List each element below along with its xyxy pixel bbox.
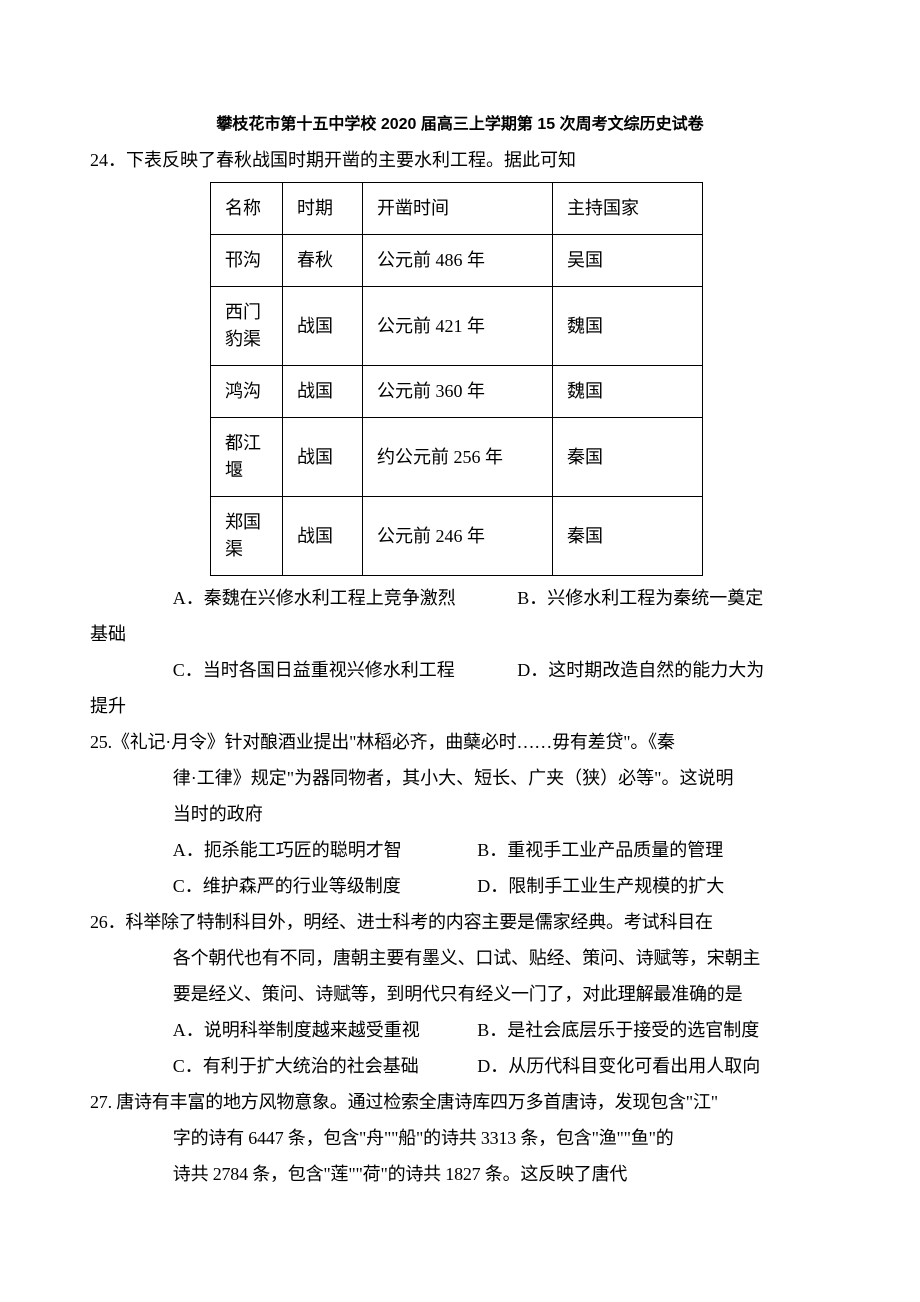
q25-opt-d: D．限制手工业生产规模的扩大	[477, 868, 724, 904]
q24-stem: 24．下表反映了春秋战国时期开凿的主要水利工程。据此可知	[90, 142, 830, 178]
q24-opt-b: B．兴修水利工程为秦统一奠定	[517, 580, 763, 616]
q24-opt-b-tail: 基础	[90, 616, 830, 652]
q27-line2: 字的诗有 6447 条，包含"舟""船"的诗共 3313 条，包含"渔""鱼"的	[90, 1120, 830, 1156]
table-row: 名称 时期 开凿时间 主持国家	[211, 183, 703, 235]
q24-options-ab: A．秦魏在兴修水利工程上竞争激烈 B．兴修水利工程为秦统一奠定	[90, 580, 830, 616]
q26-opt-b: B．是社会底层乐于接受的选官制度	[477, 1012, 759, 1048]
cell: 吴国	[553, 235, 703, 287]
q27-line1: 27. 唐诗有丰富的地方风物意象。通过检索全唐诗库四万多首唐诗，发现包含"江"	[90, 1084, 830, 1120]
cell: 公元前 246 年	[363, 497, 553, 576]
q27-line3: 诗共 2784 条，包含"莲""荷"的诗共 1827 条。这反映了唐代	[90, 1156, 830, 1192]
cell: 公元前 360 年	[363, 366, 553, 418]
q25-line3: 当时的政府	[90, 796, 830, 832]
cell: 郑国渠	[211, 497, 283, 576]
table-row: 都江堰 战国 约公元前 256 年 秦国	[211, 418, 703, 497]
q26-opt-a: A．说明科举制度越来越受重视	[173, 1012, 473, 1048]
q26-opt-c: C．有利于扩大统治的社会基础	[173, 1048, 473, 1084]
q25-line1: 25.《礼记·月令》针对酿酒业提出"林稻必齐，曲蘖必时……毋有差贷"。《秦	[90, 724, 830, 760]
cell: 魏国	[553, 287, 703, 366]
q25-opt-a: A．扼杀能工巧匠的聪明才智	[173, 832, 473, 868]
q26-opt-d: D．从历代科目变化可看出用人取向	[477, 1048, 760, 1084]
q24-options-cd: C．当时各国日益重视兴修水利工程 D．这时期改造自然的能力大为	[90, 652, 830, 688]
q25-opt-c: C．维护森严的行业等级制度	[173, 868, 473, 904]
cell: 主持国家	[553, 183, 703, 235]
cell: 公元前 486 年	[363, 235, 553, 287]
cell: 约公元前 256 年	[363, 418, 553, 497]
cell: 都江堰	[211, 418, 283, 497]
cell: 秦国	[553, 497, 703, 576]
cell: 公元前 421 年	[363, 287, 553, 366]
cell: 时期	[283, 183, 363, 235]
cell: 西门豹渠	[211, 287, 283, 366]
page-title: 攀枝花市第十五中学校 2020 届高三上学期第 15 次周考文综历史试卷	[90, 110, 830, 134]
cell: 战国	[283, 366, 363, 418]
q26-line1: 26．科举除了特制科目外，明经、进士科考的内容主要是儒家经典。考试科目在	[90, 904, 830, 940]
irrigation-table: 名称 时期 开凿时间 主持国家 邗沟 春秋 公元前 486 年 吴国 西门豹渠 …	[210, 182, 703, 576]
cell: 邗沟	[211, 235, 283, 287]
q24-opt-d-tail: 提升	[90, 688, 830, 724]
q25-opt-b: B．重视手工业产品质量的管理	[477, 832, 723, 868]
cell: 名称	[211, 183, 283, 235]
q25-options-ab: A．扼杀能工巧匠的聪明才智 B．重视手工业产品质量的管理	[90, 832, 830, 868]
cell: 鸿沟	[211, 366, 283, 418]
q24-opt-c: C．当时各国日益重视兴修水利工程	[173, 652, 513, 688]
cell: 秦国	[553, 418, 703, 497]
table-row: 郑国渠 战国 公元前 246 年 秦国	[211, 497, 703, 576]
q26-options-ab: A．说明科举制度越来越受重视 B．是社会底层乐于接受的选官制度	[90, 1012, 830, 1048]
cell: 开凿时间	[363, 183, 553, 235]
q25-line2: 律·工律》规定"为器同物者，其小大、短长、广夹（狭）必等"。这说明	[90, 760, 830, 796]
table-row: 鸿沟 战国 公元前 360 年 魏国	[211, 366, 703, 418]
table-row: 西门豹渠 战国 公元前 421 年 魏国	[211, 287, 703, 366]
q26-line2: 各个朝代也有不同，唐朝主要有墨义、口试、贴经、策问、诗赋等，宋朝主	[90, 940, 830, 976]
cell: 春秋	[283, 235, 363, 287]
q24-table: 名称 时期 开凿时间 主持国家 邗沟 春秋 公元前 486 年 吴国 西门豹渠 …	[210, 182, 830, 576]
q24-opt-d: D．这时期改造自然的能力大为	[517, 652, 764, 688]
cell: 战国	[283, 497, 363, 576]
cell: 战国	[283, 418, 363, 497]
q24-opt-a: A．秦魏在兴修水利工程上竞争激烈	[173, 580, 513, 616]
cell: 战国	[283, 287, 363, 366]
q26-options-cd: C．有利于扩大统治的社会基础 D．从历代科目变化可看出用人取向	[90, 1048, 830, 1084]
table-row: 邗沟 春秋 公元前 486 年 吴国	[211, 235, 703, 287]
q26-line3: 要是经义、策问、诗赋等，到明代只有经义一门了，对此理解最准确的是	[90, 976, 830, 1012]
q25-options-cd: C．维护森严的行业等级制度 D．限制手工业生产规模的扩大	[90, 868, 830, 904]
cell: 魏国	[553, 366, 703, 418]
